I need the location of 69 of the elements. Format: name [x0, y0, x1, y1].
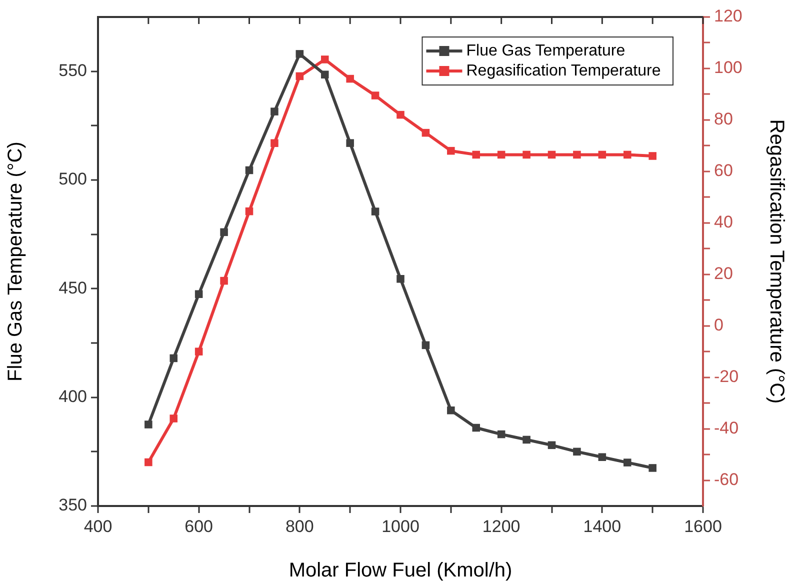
point	[371, 92, 380, 100]
point	[194, 290, 203, 298]
point	[220, 228, 228, 236]
legend-label: Flue Gas Temperature	[466, 42, 626, 60]
x-tick-label: 1600	[684, 516, 722, 536]
y2-tick-label: -20	[714, 367, 739, 386]
y-tick-label: 400	[58, 387, 87, 406]
point	[522, 436, 530, 444]
x-tick-label: 600	[184, 516, 214, 536]
point	[648, 152, 656, 160]
point	[548, 150, 556, 159]
point	[371, 208, 380, 216]
point	[320, 70, 329, 78]
y2-tick-label: -40	[714, 418, 739, 438]
x-tick-label: 400	[84, 516, 112, 536]
point	[598, 150, 606, 159]
y2-tick-label: 60	[714, 161, 733, 180]
point	[598, 453, 606, 461]
y-tick-label: 550	[58, 61, 87, 80]
point	[170, 354, 178, 362]
point	[522, 150, 530, 159]
point	[270, 139, 278, 147]
y2-tick-label: -60	[714, 470, 739, 489]
point	[320, 56, 329, 64]
y-tick-label: 450	[58, 278, 87, 298]
point	[220, 276, 228, 285]
point	[396, 110, 404, 119]
x-axis-title: Molar Flow Fuel (Kmol/h)	[288, 560, 512, 582]
point	[194, 348, 203, 356]
point	[623, 458, 632, 466]
y-tick-label: 350	[58, 496, 87, 515]
point	[245, 207, 254, 216]
y-axis-title: Flue Gas Temperature (°C)	[4, 142, 27, 382]
y2-tick-label: 120	[714, 6, 742, 26]
point	[270, 108, 278, 116]
point	[296, 72, 304, 80]
point	[472, 424, 480, 432]
x-tick-label: 1400	[583, 516, 622, 536]
legend-label: Regasification Temperature	[466, 62, 661, 80]
point	[396, 275, 404, 283]
y2-axis-title: Regasification Temperature (°C)	[765, 119, 788, 404]
point	[422, 341, 430, 350]
point	[497, 150, 506, 159]
point	[346, 74, 354, 83]
point	[573, 150, 581, 159]
point	[144, 420, 152, 428]
y2-tick-label: 40	[714, 212, 733, 232]
x-tick-label: 1200	[482, 516, 520, 536]
point	[472, 150, 480, 159]
y2-tick-label: 80	[714, 110, 733, 129]
point	[447, 146, 455, 155]
point	[497, 430, 506, 438]
point	[623, 150, 632, 159]
point	[170, 414, 178, 422]
point	[648, 464, 656, 472]
point	[296, 50, 304, 58]
point	[447, 406, 455, 414]
x-tick-label: 1000	[382, 516, 420, 536]
point	[144, 458, 152, 466]
point	[573, 448, 581, 456]
point	[245, 166, 254, 174]
y2-tick-label: 0	[714, 316, 724, 335]
y2-tick-label: 20	[714, 264, 733, 284]
point	[422, 128, 430, 137]
point	[548, 441, 556, 450]
y-tick-label: 500	[58, 170, 87, 189]
y2-tick-label: 100	[714, 58, 742, 78]
point	[346, 139, 354, 147]
x-tick-label: 800	[285, 516, 314, 536]
